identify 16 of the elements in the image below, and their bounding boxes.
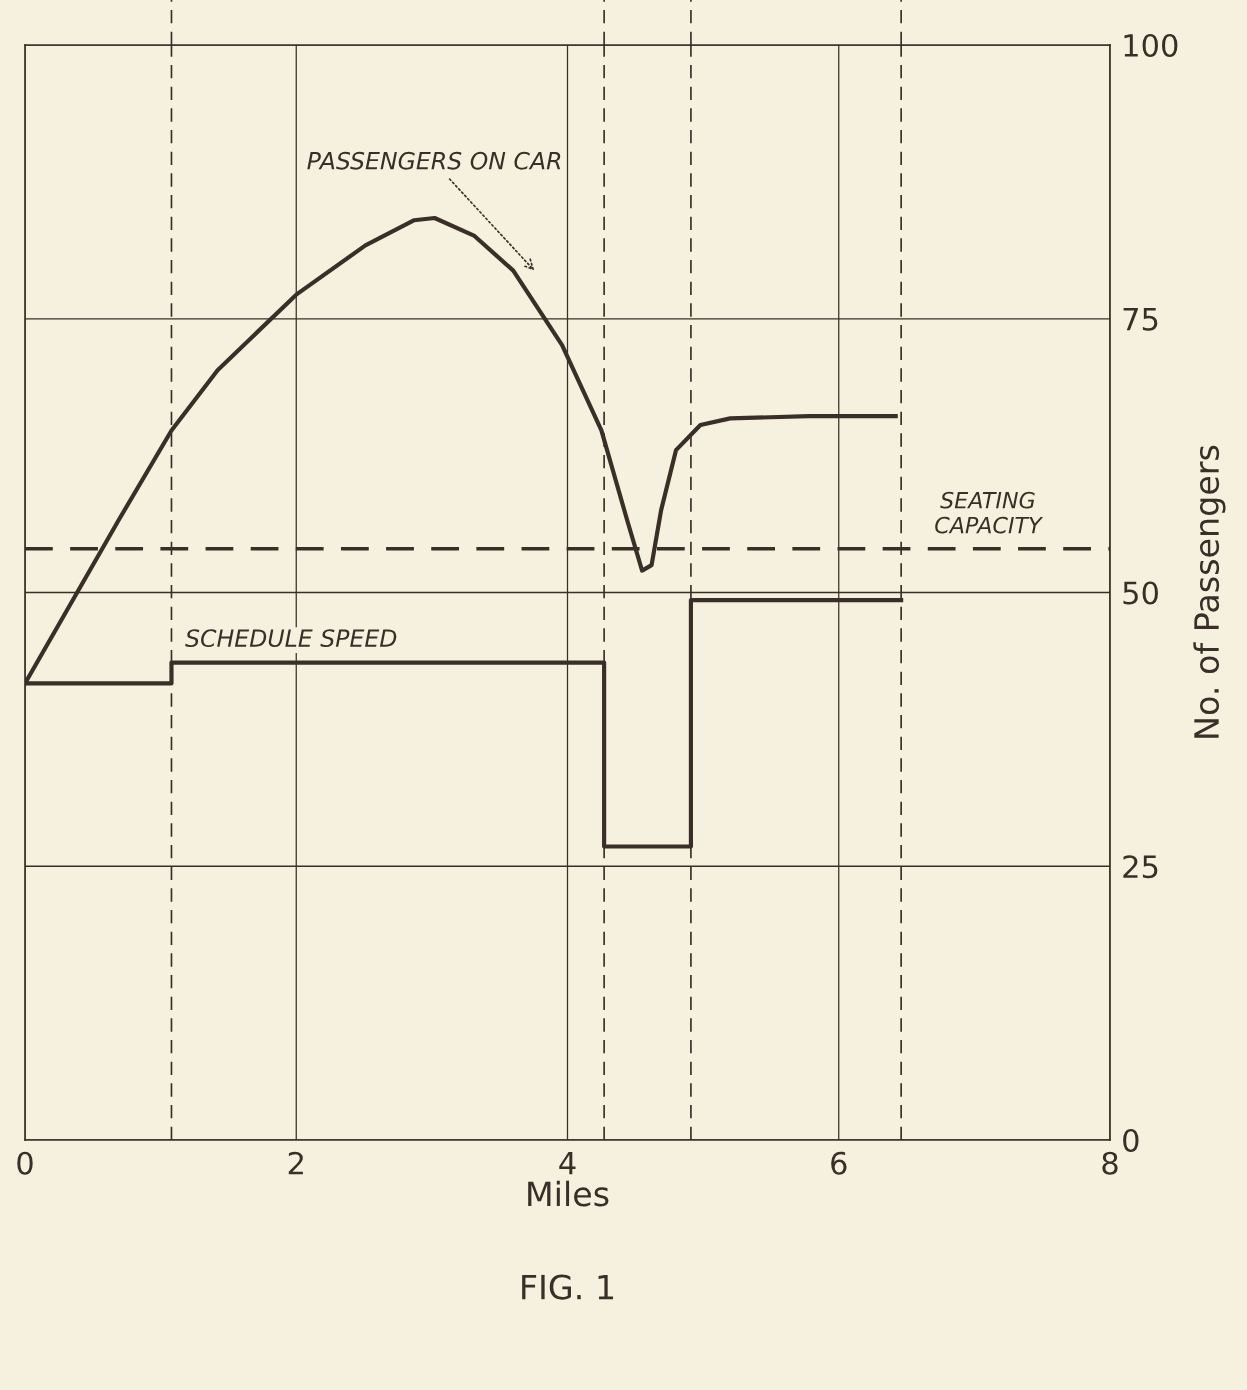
caption: FIG. 1 — [522, 1274, 614, 1300]
y-axis-title: No. of Passengers — [1193, 445, 1226, 738]
x-axis-title: Miles — [528, 1180, 609, 1207]
y-tick-label: 25 — [1123, 855, 1158, 879]
series-label: SCHEDULE SPEED — [185, 629, 397, 648]
x-tick-label: 8 — [1102, 1151, 1118, 1175]
x-tick-label: 2 — [288, 1151, 303, 1175]
x-tick-label: 4 — [559, 1152, 576, 1175]
y-tick-label: 0 — [1123, 1128, 1139, 1153]
text: PASSENGERS ON CAR — [307, 151, 561, 170]
x-tick-label: 0 — [17, 1151, 33, 1175]
x-tick-label: 6 — [831, 1151, 847, 1175]
y-tick-label: 50 — [1123, 581, 1158, 605]
y-tick-label: 100 — [1124, 33, 1178, 58]
ref-line-label: SEATING CAPACITY — [935, 491, 1044, 534]
y-tick-label: 75 — [1123, 308, 1158, 331]
